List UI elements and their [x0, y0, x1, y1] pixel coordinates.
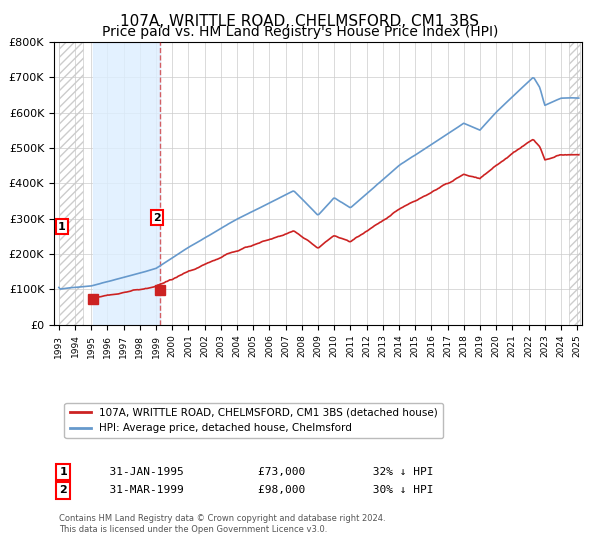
- Text: 31-MAR-1999           £98,000          30% ↓ HPI: 31-MAR-1999 £98,000 30% ↓ HPI: [96, 485, 434, 495]
- Text: Price paid vs. HM Land Registry's House Price Index (HPI): Price paid vs. HM Land Registry's House …: [102, 25, 498, 39]
- Text: Contains HM Land Registry data © Crown copyright and database right 2024.
This d: Contains HM Land Registry data © Crown c…: [59, 514, 386, 534]
- Text: 2: 2: [154, 213, 161, 223]
- Text: 31-JAN-1995           £73,000          32% ↓ HPI: 31-JAN-1995 £73,000 32% ↓ HPI: [96, 467, 434, 477]
- Bar: [59, 42, 83, 325]
- Bar: [92, 42, 160, 325]
- Bar: [569, 42, 580, 325]
- Text: 1: 1: [59, 467, 67, 477]
- Text: 1: 1: [58, 222, 66, 231]
- Text: 107A, WRITTLE ROAD, CHELMSFORD, CM1 3BS: 107A, WRITTLE ROAD, CHELMSFORD, CM1 3BS: [121, 14, 479, 29]
- Text: 2: 2: [59, 485, 67, 495]
- Bar: [59, 42, 83, 325]
- Bar: [569, 42, 580, 325]
- Legend: 107A, WRITTLE ROAD, CHELMSFORD, CM1 3BS (detached house), HPI: Average price, de: 107A, WRITTLE ROAD, CHELMSFORD, CM1 3BS …: [64, 403, 443, 438]
